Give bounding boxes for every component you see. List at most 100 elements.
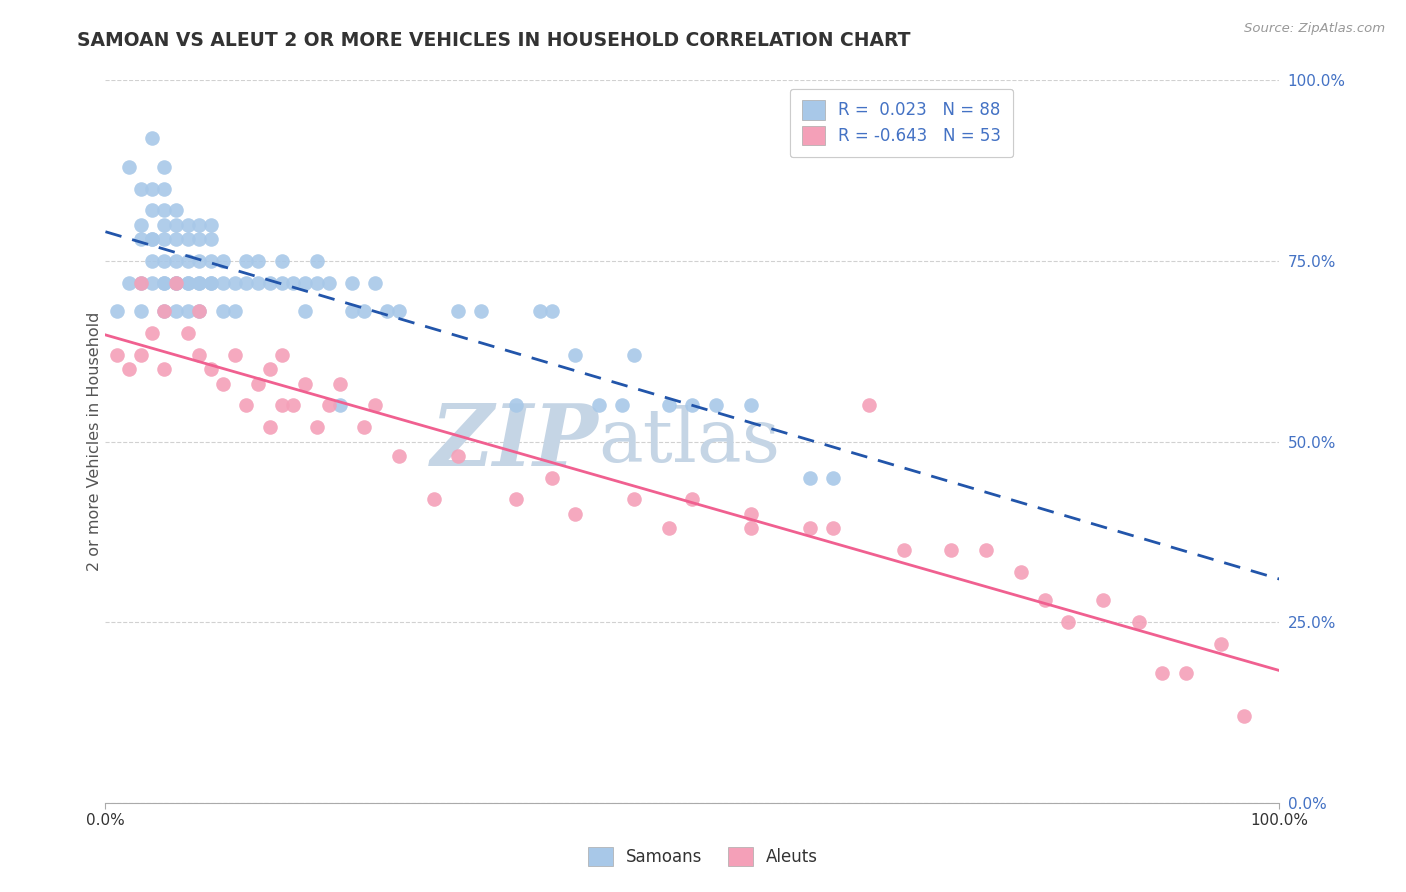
Point [682, 492, 704, 507]
Point [340, 304, 363, 318]
Point [165, 253, 187, 268]
Point [200, 276, 222, 290]
Point [564, 348, 586, 362]
Point [247, 276, 270, 290]
Point [823, 521, 845, 535]
Point [259, 420, 281, 434]
Point [305, 253, 328, 268]
Point [176, 304, 198, 318]
Point [224, 348, 246, 362]
Y-axis label: 2 or more Vehicles in Household: 2 or more Vehicles in Household [87, 312, 101, 571]
Point [740, 507, 762, 521]
Point [153, 276, 176, 290]
Point [623, 348, 645, 362]
Point [165, 203, 187, 218]
Point [1128, 615, 1150, 630]
Point [447, 449, 470, 463]
Point [153, 276, 176, 290]
Point [153, 160, 176, 174]
Point [224, 276, 246, 290]
Point [188, 218, 211, 232]
Point [141, 203, 163, 218]
Point [200, 362, 222, 376]
Point [353, 304, 375, 318]
Point [176, 326, 198, 340]
Point [704, 398, 727, 412]
Point [165, 232, 187, 246]
Point [364, 276, 387, 290]
Point [165, 276, 187, 290]
Point [259, 362, 281, 376]
Point [470, 304, 492, 318]
Point [388, 304, 411, 318]
Point [141, 326, 163, 340]
Point [188, 304, 211, 318]
Point [375, 304, 398, 318]
Point [176, 253, 198, 268]
Point [200, 276, 222, 290]
Text: Source: ZipAtlas.com: Source: ZipAtlas.com [1244, 22, 1385, 36]
Point [939, 542, 962, 557]
Point [141, 232, 163, 246]
Point [270, 253, 292, 268]
Point [105, 348, 128, 362]
Point [200, 253, 222, 268]
Point [658, 521, 681, 535]
Point [505, 398, 527, 412]
Point [305, 276, 328, 290]
Point [294, 376, 316, 391]
Point [259, 276, 281, 290]
Point [270, 398, 292, 412]
Point [893, 542, 915, 557]
Point [540, 470, 562, 484]
Point [270, 348, 292, 362]
Point [505, 492, 527, 507]
Point [118, 362, 141, 376]
Point [564, 507, 586, 521]
Point [623, 492, 645, 507]
Point [165, 304, 187, 318]
Point [118, 160, 141, 174]
Point [141, 131, 163, 145]
Point [153, 203, 176, 218]
Point [129, 232, 152, 246]
Point [129, 276, 152, 290]
Point [540, 304, 562, 318]
Point [141, 232, 163, 246]
Point [283, 398, 305, 412]
Point [318, 276, 340, 290]
Point [153, 182, 176, 196]
Point [1150, 665, 1173, 680]
Point [211, 253, 233, 268]
Point [165, 276, 187, 290]
Point [270, 276, 292, 290]
Point [364, 398, 387, 412]
Point [740, 521, 762, 535]
Point [305, 420, 328, 434]
Text: SAMOAN VS ALEUT 2 OR MORE VEHICLES IN HOUSEHOLD CORRELATION CHART: SAMOAN VS ALEUT 2 OR MORE VEHICLES IN HO… [77, 31, 911, 50]
Point [247, 376, 270, 391]
Point [283, 276, 305, 290]
Point [340, 276, 363, 290]
Point [353, 420, 375, 434]
Point [329, 398, 352, 412]
Point [188, 304, 211, 318]
Point [153, 362, 176, 376]
Point [211, 276, 233, 290]
Point [1209, 637, 1232, 651]
Point [658, 398, 681, 412]
Point [799, 521, 821, 535]
Point [823, 470, 845, 484]
Point [165, 218, 187, 232]
Point [141, 182, 163, 196]
Legend: Samoans, Aleuts: Samoans, Aleuts [579, 838, 827, 875]
Point [235, 398, 257, 412]
Point [129, 348, 152, 362]
Point [165, 276, 187, 290]
Point [1033, 593, 1056, 607]
Text: atlas: atlas [599, 405, 780, 478]
Point [188, 253, 211, 268]
Legend: R =  0.023   N = 88, R = -0.643   N = 53: R = 0.023 N = 88, R = -0.643 N = 53 [790, 88, 1012, 157]
Point [1092, 593, 1115, 607]
Point [211, 376, 233, 391]
